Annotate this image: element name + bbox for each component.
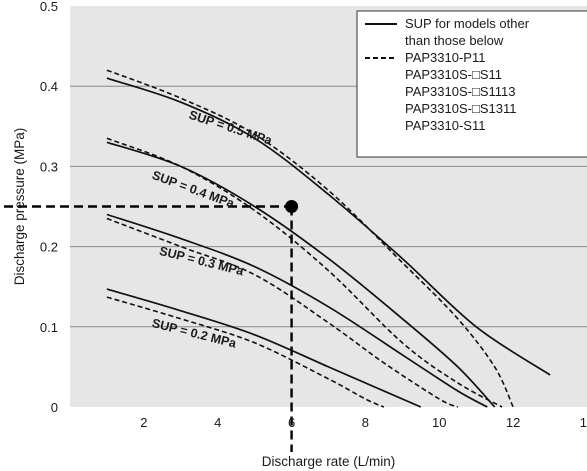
y-tick-label: 0.2 [40, 240, 58, 255]
operating-point-marker [285, 200, 299, 213]
x-tick-label: 6 [288, 415, 295, 430]
solid-curve [106, 141, 496, 408]
x-axis-label: Discharge rate (L/min) [262, 454, 396, 469]
performance-curves [106, 69, 551, 408]
x-tick-label: 10 [432, 415, 446, 430]
x-tick-label: 4 [214, 415, 221, 430]
legend-entry-text: PAP3310-S11 [405, 118, 485, 133]
legend-entry-text: PAP3310S-□S1113 [405, 84, 515, 99]
dashed-curve [106, 296, 385, 408]
y-tick-label: 0.5 [40, 0, 58, 14]
grid-lines [70, 85, 587, 328]
dashed-curve [106, 137, 503, 408]
legend-entry-text: PAP3310S-□S11 [405, 67, 502, 82]
x-tick-label: 2 [140, 415, 147, 430]
legend-entry-text: PAP3310-P11 [405, 50, 485, 65]
y-tick-label: 0.3 [40, 159, 58, 174]
solid-curve [106, 213, 488, 408]
x-tick-label: 14 [580, 415, 587, 430]
legend-entry-text: SUP for models other [405, 16, 530, 31]
operating-point-guides [4, 200, 299, 452]
solid-curve [106, 288, 422, 408]
x-tick-label: 8 [362, 415, 369, 430]
y-tick-label: 0.4 [40, 79, 58, 94]
legend: SUP for models other than those below PAP3… [356, 10, 587, 158]
x-tick-label: 12 [506, 415, 520, 430]
tick-labels: 0 0.1 0.2 0.3 0.4 0.5 2 4 6 8 10 12 14 [40, 0, 587, 430]
y-axis-label: Discharge pressure (MPa) [12, 128, 27, 286]
legend-box [356, 10, 587, 158]
y-tick-label: 0 [51, 400, 58, 415]
y-tick-label: 0.1 [40, 320, 58, 335]
legend-entry-text: PAP3310S-□S1311 [405, 101, 516, 116]
legend-entry-text: than those below [405, 33, 504, 48]
solid-curve [106, 77, 551, 376]
dashed-curve [106, 69, 514, 408]
dashed-curve [106, 217, 459, 408]
